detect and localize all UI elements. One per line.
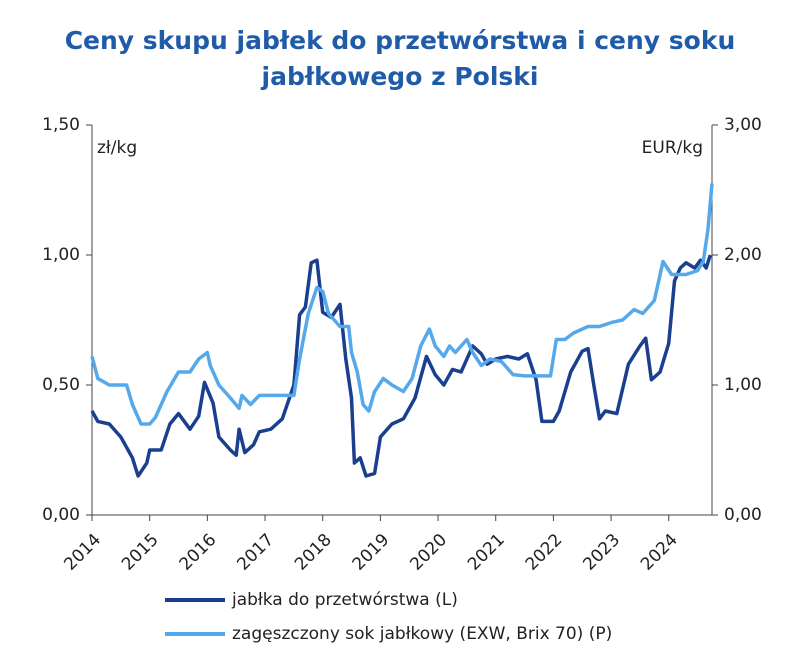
x-tick-label: 2020 (406, 530, 451, 575)
x-tick-label: 2018 (291, 530, 336, 575)
y-tick-label: 1,00 (42, 245, 80, 265)
y2-tick-label: 0,00 (724, 505, 762, 525)
y-axis-label: zł/kg (97, 138, 137, 158)
y-tick-label: 0,00 (42, 505, 80, 525)
y-tick-label: 0,50 (42, 375, 80, 395)
series-line (90, 183, 714, 426)
x-tick-label: 2024 (637, 530, 682, 575)
y2-tick-label: 3,00 (724, 115, 762, 135)
y2-tick-label: 2,00 (724, 245, 762, 265)
x-tick-label: 2017 (233, 530, 278, 575)
chart-title: Ceny skupu jabłek do przetwórstwa i ceny… (65, 26, 736, 55)
legend-label: zagęszczony sok jabłkowy (EXW, Brix 70) … (232, 624, 612, 644)
legend-label: jabłka do przetwórstwa (L) (231, 590, 458, 610)
x-tick-label: 2022 (522, 530, 567, 575)
y-tick-label: 1,50 (42, 115, 80, 135)
x-tick-label: 2015 (118, 530, 163, 575)
y2-axis-label: EUR/kg (642, 138, 703, 158)
x-tick-label: 2023 (579, 530, 624, 575)
x-tick-label: 2019 (349, 530, 394, 575)
chart-title: jabłkowego z Polski (261, 62, 539, 91)
series-line (90, 254, 712, 478)
x-tick-label: 2016 (176, 530, 221, 575)
y2-tick-label: 1,00 (724, 375, 762, 395)
x-tick-label: 2014 (60, 530, 105, 575)
x-tick-label: 2021 (464, 530, 509, 575)
